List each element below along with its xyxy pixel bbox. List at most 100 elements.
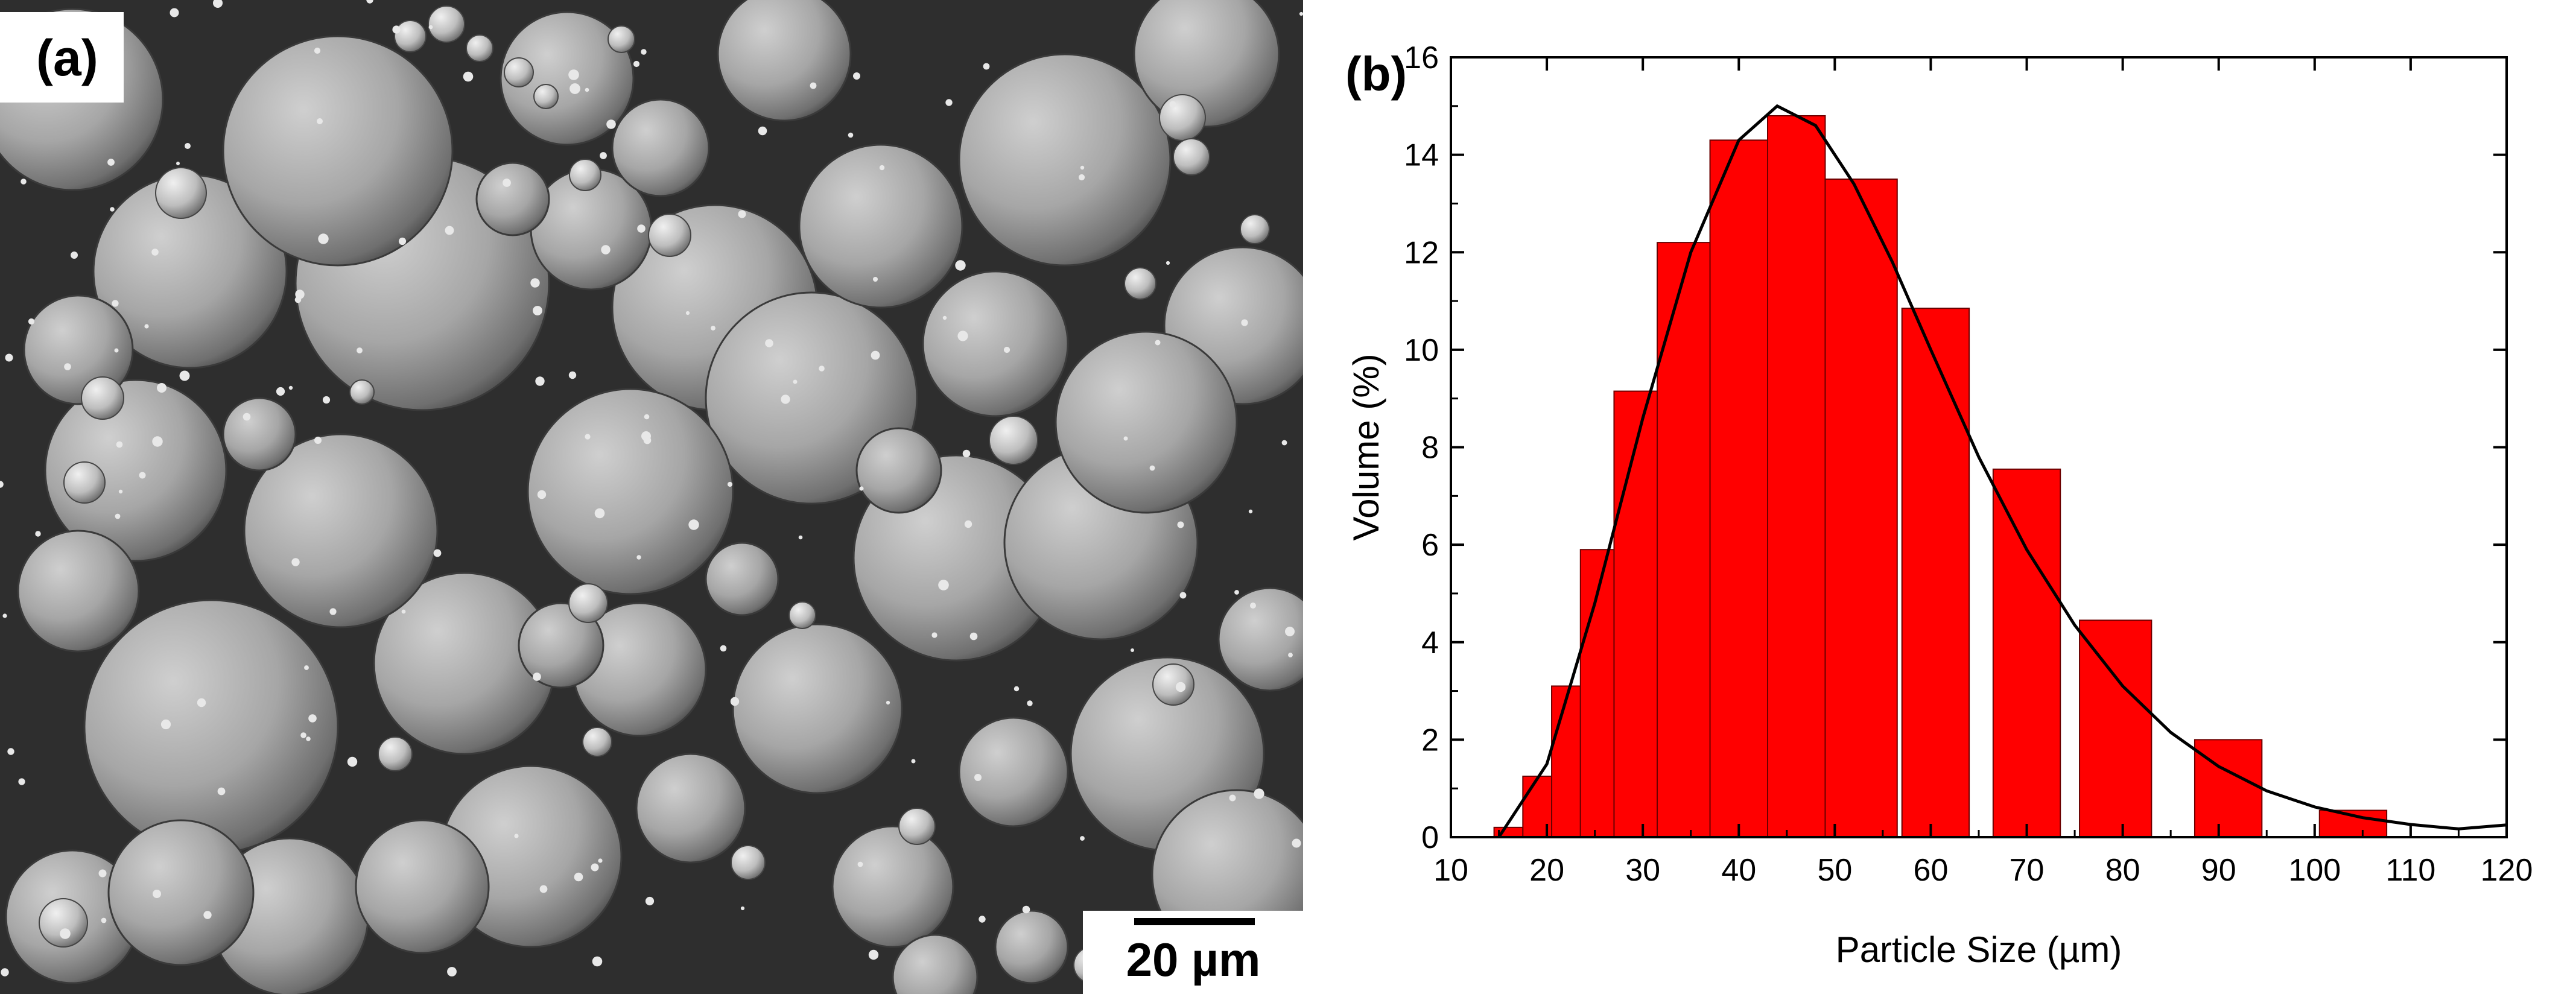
x-tick-label: 10: [1433, 853, 1468, 888]
powder-particle: [958, 53, 1172, 267]
satellite-speck: [740, 906, 745, 911]
satellite-speck: [1155, 340, 1161, 346]
satellite-particle: [394, 20, 427, 52]
satellite-speck: [636, 555, 641, 560]
x-tick-label: 60: [1914, 853, 1949, 888]
satellite-speck: [938, 580, 949, 590]
distribution-fit-curve: [1497, 104, 2507, 838]
satellite-speck: [641, 49, 647, 55]
satellite-speck: [0, 481, 4, 488]
satellite-speck: [720, 645, 727, 652]
satellite-speck: [1177, 521, 1184, 528]
satellite-speck: [962, 449, 971, 458]
satellite-speck: [28, 318, 35, 325]
satellite-speck: [101, 917, 107, 923]
satellite-speck: [308, 714, 317, 723]
satellite-speck: [243, 413, 251, 421]
satellite-speck: [1229, 794, 1236, 802]
powder-particle: [798, 144, 963, 309]
powder-particle: [475, 162, 550, 236]
satellite-speck: [71, 252, 78, 259]
satellite-speck: [643, 436, 652, 445]
satellite-speck: [318, 233, 329, 244]
x-axis-ticks: 10 20 30 40 50 60 70 80 90 100 110 120: [1433, 57, 2533, 888]
satellite-speck: [1078, 174, 1085, 181]
histogram-bar: [2079, 619, 2152, 838]
x-tick-label: 40: [1721, 853, 1756, 888]
satellite-particle: [608, 25, 635, 53]
satellite-speck: [594, 508, 605, 519]
panel-a-label-box: [0, 12, 124, 103]
satellite-speck: [1248, 509, 1253, 514]
histogram-bar: [1901, 308, 1970, 838]
satellite-speck: [592, 956, 603, 967]
x-tick-label: 100: [2288, 853, 2341, 888]
satellite-particle: [378, 736, 413, 771]
satellite-speck: [64, 363, 71, 370]
satellite-speck: [1, 968, 9, 976]
satellite-speck: [1241, 319, 1248, 326]
powder-particle: [500, 11, 635, 146]
satellite-speck: [1022, 905, 1030, 914]
satellite-particle: [428, 5, 465, 43]
x-tick-label: 120: [2481, 853, 2533, 888]
satellite-speck: [539, 885, 548, 893]
satellite-speck: [213, 0, 223, 8]
satellite-speck: [688, 519, 699, 530]
histogram-bar: [1657, 242, 1711, 838]
satellite-particle: [788, 601, 816, 629]
particle-size-chart: (b) 10 20 30 40 50 60 70 80 90 100 110 120 02468101…: [1345, 40, 2533, 970]
satellite-speck: [798, 535, 803, 540]
powder-particle: [958, 717, 1069, 828]
satellite-speck: [598, 858, 603, 863]
y-tick-label: 6: [1421, 528, 1439, 563]
satellite-speck: [983, 63, 990, 70]
satellite-speck: [942, 315, 947, 320]
powder-particle: [1133, 0, 1280, 128]
histogram-bar: [1824, 179, 1898, 838]
satellite-speck: [144, 324, 149, 329]
y-tick-label: 16: [1404, 40, 1439, 75]
powder-particle: [222, 397, 297, 472]
satellite-speck: [535, 376, 545, 386]
satellite-speck: [979, 916, 986, 923]
satellite-particle: [731, 845, 766, 880]
satellite-speck: [112, 300, 119, 307]
satellite-particle: [349, 379, 375, 405]
histogram-bar: [1767, 115, 1826, 838]
satellite-speck: [911, 759, 916, 764]
satellite-particle: [1240, 214, 1270, 244]
satellite-speck: [533, 673, 541, 681]
satellite-speck: [107, 159, 115, 166]
panel-a-label: (a): [36, 30, 98, 86]
satellite-particle: [39, 898, 88, 948]
satellite-speck: [955, 260, 966, 271]
satellite-speck: [176, 162, 180, 165]
satellite-particle: [569, 159, 601, 191]
satellite-speck: [153, 890, 161, 898]
satellite-speck: [288, 385, 293, 390]
powder-particle: [1217, 587, 1303, 692]
satellite-speck: [730, 697, 740, 706]
satellite-speck: [793, 379, 798, 384]
satellite-speck: [1123, 436, 1128, 441]
satellite-speck: [428, 25, 433, 30]
satellite-speck: [160, 719, 171, 730]
satellite-speck: [151, 248, 159, 256]
satellite-speck: [533, 306, 542, 315]
satellite-particle: [155, 167, 207, 219]
satellite-particle: [533, 84, 559, 109]
satellite-speck: [21, 179, 27, 185]
histogram-bar: [2194, 739, 2263, 838]
satellite-speck: [1166, 261, 1170, 265]
satellite-speck: [1288, 653, 1293, 657]
satellite-speck: [314, 47, 321, 54]
satellite-speck: [18, 778, 25, 785]
satellite-speck: [317, 118, 323, 124]
x-tick-label: 30: [1625, 853, 1660, 888]
satellite-speck: [931, 632, 937, 638]
satellite-speck: [110, 207, 115, 212]
satellite-speck: [591, 863, 599, 872]
histogram-bars: [1493, 115, 2388, 838]
powder-particle: [892, 934, 979, 994]
